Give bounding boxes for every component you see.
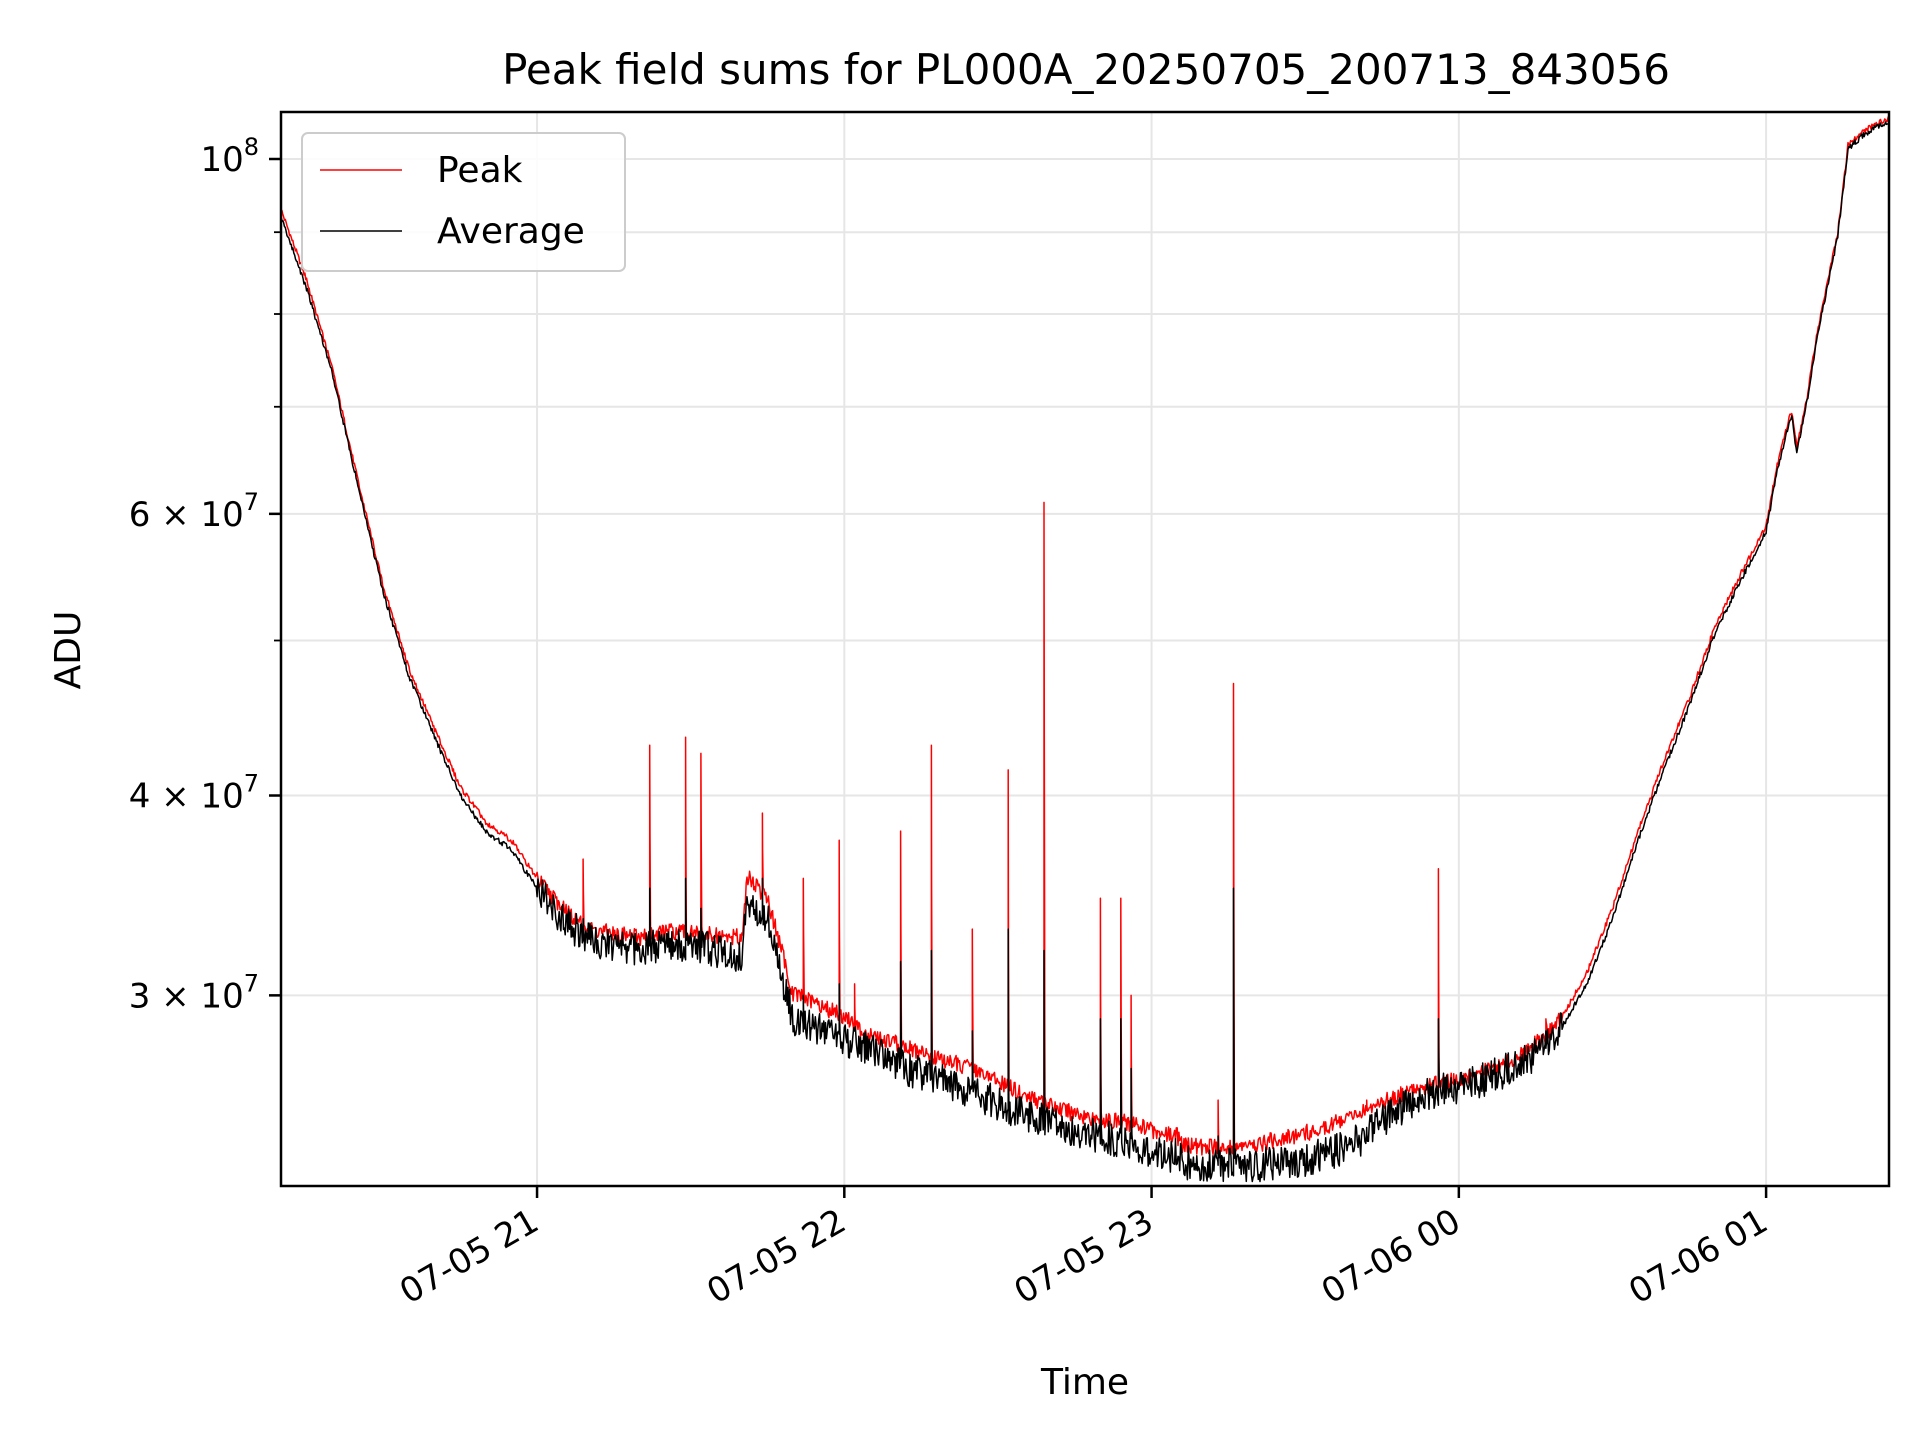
y-axis-label: ADU (48, 611, 89, 690)
y-tick-label: 6 × 107 (129, 488, 259, 535)
y-tick-label: 4 × 107 (129, 770, 259, 817)
y-tick-label: 3 × 107 (129, 969, 259, 1016)
legend-label-average: Average (437, 211, 585, 252)
series-line-average (280, 121, 1890, 1183)
legend: Peak Average (301, 132, 626, 272)
series-line-peak (280, 116, 1890, 1157)
legend-box (301, 132, 626, 272)
chart-title: Peak field sums for PL000A_20250705_2007… (502, 45, 1670, 94)
series-layer (280, 116, 1890, 1183)
x-axis-label: Time (1040, 1362, 1129, 1403)
legend-label-peak: Peak (437, 150, 523, 191)
plot-frame (279, 110, 1891, 1188)
